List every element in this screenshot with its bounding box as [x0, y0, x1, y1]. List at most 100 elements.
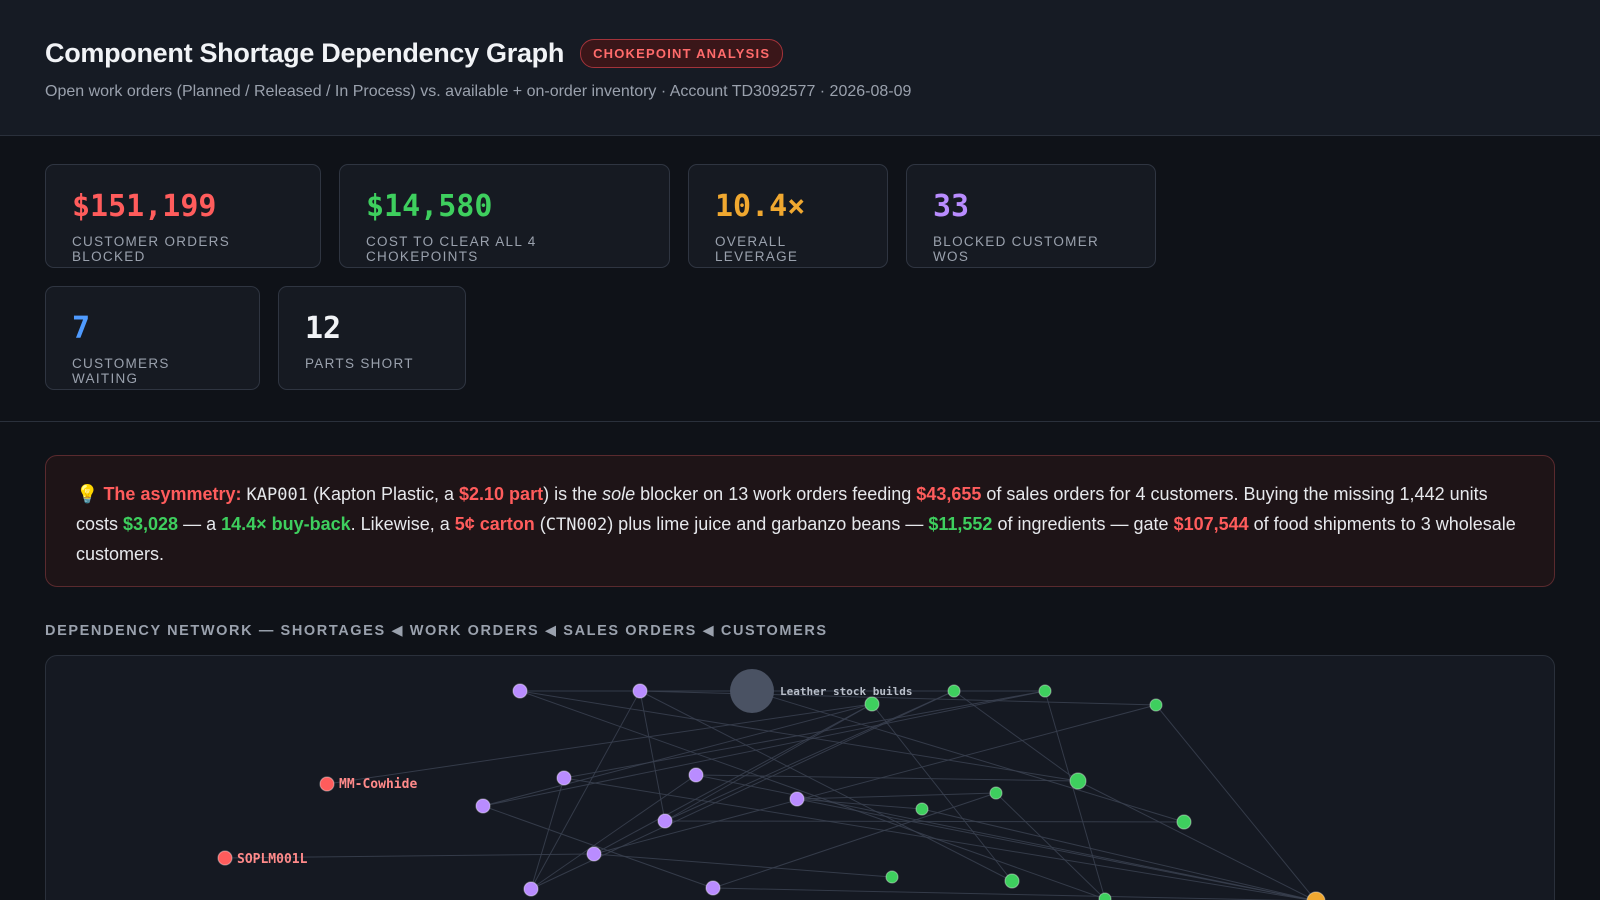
kpi-value: $14,580	[366, 189, 493, 224]
dependency-network-graph[interactable]: Leather stock builds MM-Cowhide SOPLM001L	[46, 656, 1555, 900]
insight-text: ) plus lime juice and garbanzo beans —	[607, 514, 929, 534]
network-section-title: DEPENDENCY NETWORK — SHORTAGES ◀ WORK OR…	[45, 623, 828, 639]
carton-price: 5¢ carton	[454, 514, 535, 534]
dependency-edge	[530, 690, 641, 890]
dependency-edge	[796, 798, 1314, 900]
dependency-edge	[593, 704, 1157, 855]
dependency-edge	[664, 820, 1185, 823]
dependency-edge	[519, 690, 1106, 900]
sales-value: $43,655	[916, 484, 982, 504]
work-order-node[interactable]	[632, 683, 648, 699]
kpi-label: CUSTOMERS WAITING	[72, 356, 170, 386]
dependency-edge	[482, 690, 1046, 807]
dependency-edge	[796, 792, 997, 800]
insight-callout: 💡 The asymmetry: KAP001 (Kapton Plastic,…	[45, 455, 1555, 587]
dependency-edge	[921, 808, 1314, 900]
ingredients-cost: $11,552	[928, 514, 993, 534]
kpi-label: COST TO CLEAR ALL 4 CHOKEPOINTS	[366, 234, 537, 264]
dependency-edge	[796, 798, 923, 810]
dependency-edge	[530, 774, 697, 890]
dependency-edge	[1044, 690, 1106, 900]
dependency-edge	[593, 853, 893, 878]
insight-text: (	[534, 514, 546, 534]
dependency-edge	[695, 774, 1079, 782]
work-order-node[interactable]	[512, 683, 528, 699]
work-order-node[interactable]	[556, 770, 572, 786]
dependency-edge	[664, 703, 873, 822]
dependency-network-panel[interactable]: Leather stock builds MM-Cowhide SOPLM001L	[45, 655, 1555, 900]
insight-text: (Kapton Plastic, a	[307, 484, 460, 504]
sales-order-node[interactable]	[1004, 873, 1020, 889]
kpi-cards: $151,199 CUSTOMER ORDERS BLOCKED $14,580…	[0, 136, 1420, 390]
kpi-label: CUSTOMER ORDERS BLOCKED	[72, 234, 231, 264]
kpi-value: $151,199	[72, 189, 217, 224]
insight-text: blocker on 13 work orders feeding	[635, 484, 917, 504]
kpi-label: BLOCKED CUSTOMER WOS	[933, 234, 1100, 264]
buyback-ratio: 14.4× buy-back	[221, 514, 351, 534]
dependency-edge	[593, 703, 873, 855]
sales-order-node[interactable]	[1176, 814, 1192, 830]
dependency-edge	[563, 690, 1046, 779]
dependency-edge	[871, 703, 1013, 882]
dependency-edge	[995, 792, 1106, 900]
kpi-card-parts-short: 12 PARTS SHORT	[278, 286, 466, 390]
dependency-edge	[563, 777, 1313, 900]
dependency-edge	[712, 887, 1293, 900]
kpi-value: 12	[305, 311, 342, 346]
lightbulb-icon: 💡	[76, 484, 99, 504]
dependency-edge	[639, 690, 1157, 706]
dependency-edge	[639, 690, 1013, 882]
sales-order-node[interactable]	[864, 696, 880, 712]
shortage-node[interactable]	[217, 850, 233, 866]
dependency-edge	[1077, 780, 1316, 900]
kpi-value: 10.4×	[715, 189, 806, 224]
kpi-card-customers-waiting: 7 CUSTOMERS WAITING	[45, 286, 260, 390]
food-value: $107,544	[1173, 514, 1249, 534]
sales-order-node[interactable]	[989, 786, 1003, 800]
sole-emphasis: sole	[602, 484, 636, 504]
dependency-edge	[712, 792, 997, 889]
dependency-edge	[1155, 704, 1316, 900]
sales-order-node[interactable]	[885, 870, 899, 884]
sales-order-node[interactable]	[1038, 684, 1052, 698]
dependency-edge	[482, 703, 873, 807]
work-order-node[interactable]	[657, 813, 673, 829]
sales-order-node[interactable]	[1149, 698, 1163, 712]
dependency-edge	[224, 853, 595, 859]
dependency-edge	[664, 690, 955, 822]
dependency-edge	[953, 690, 1079, 782]
shortage-node-label: MM-Cowhide	[339, 777, 417, 792]
sales-order-node[interactable]	[915, 802, 929, 816]
work-order-node[interactable]	[789, 791, 805, 807]
insight-text: of sales orders for 4 customers. Buying …	[76, 484, 1488, 534]
work-order-node[interactable]	[705, 880, 721, 896]
dependency-edge	[751, 690, 1185, 823]
work-order-node[interactable]	[523, 881, 539, 897]
work-order-node[interactable]	[586, 846, 602, 862]
sales-order-node[interactable]	[1098, 892, 1112, 900]
kpi-card-orders-blocked: $151,199 CUSTOMER ORDERS BLOCKED	[45, 164, 321, 268]
work-order-node[interactable]	[475, 798, 491, 814]
dependency-edge	[639, 690, 666, 822]
insight-text: ) is the	[543, 484, 603, 504]
dependency-edge	[482, 805, 714, 889]
work-order-node[interactable]	[688, 767, 704, 783]
insight-lead: The asymmetry:	[103, 484, 242, 504]
dependency-edge	[326, 703, 873, 785]
insight-text: of food shipments to 3 wholesale custome…	[76, 514, 1516, 564]
page-title: Component Shortage Dependency Graph	[45, 38, 565, 68]
kpi-value: 7	[72, 311, 91, 346]
chokepoint-badge: CHOKEPOINT ANALYSIS	[580, 39, 784, 68]
group-node[interactable]	[730, 669, 774, 713]
dependency-edge	[530, 777, 565, 890]
kpi-label: PARTS SHORT	[305, 356, 414, 371]
customer-node[interactable]	[1306, 891, 1326, 900]
sales-order-node[interactable]	[947, 684, 961, 698]
sales-order-node[interactable]	[1069, 772, 1087, 790]
insight-text: — a	[178, 514, 222, 534]
kpi-card-blocked-wos: 33 BLOCKED CUSTOMER WOS	[906, 164, 1156, 268]
page-subtitle: Open work orders (Planned / Released / I…	[45, 83, 912, 100]
kpi-card-leverage: 10.4× OVERALL LEVERAGE	[688, 164, 888, 268]
insight-text: . Likewise, a	[350, 514, 455, 534]
shortage-node[interactable]	[319, 776, 335, 792]
